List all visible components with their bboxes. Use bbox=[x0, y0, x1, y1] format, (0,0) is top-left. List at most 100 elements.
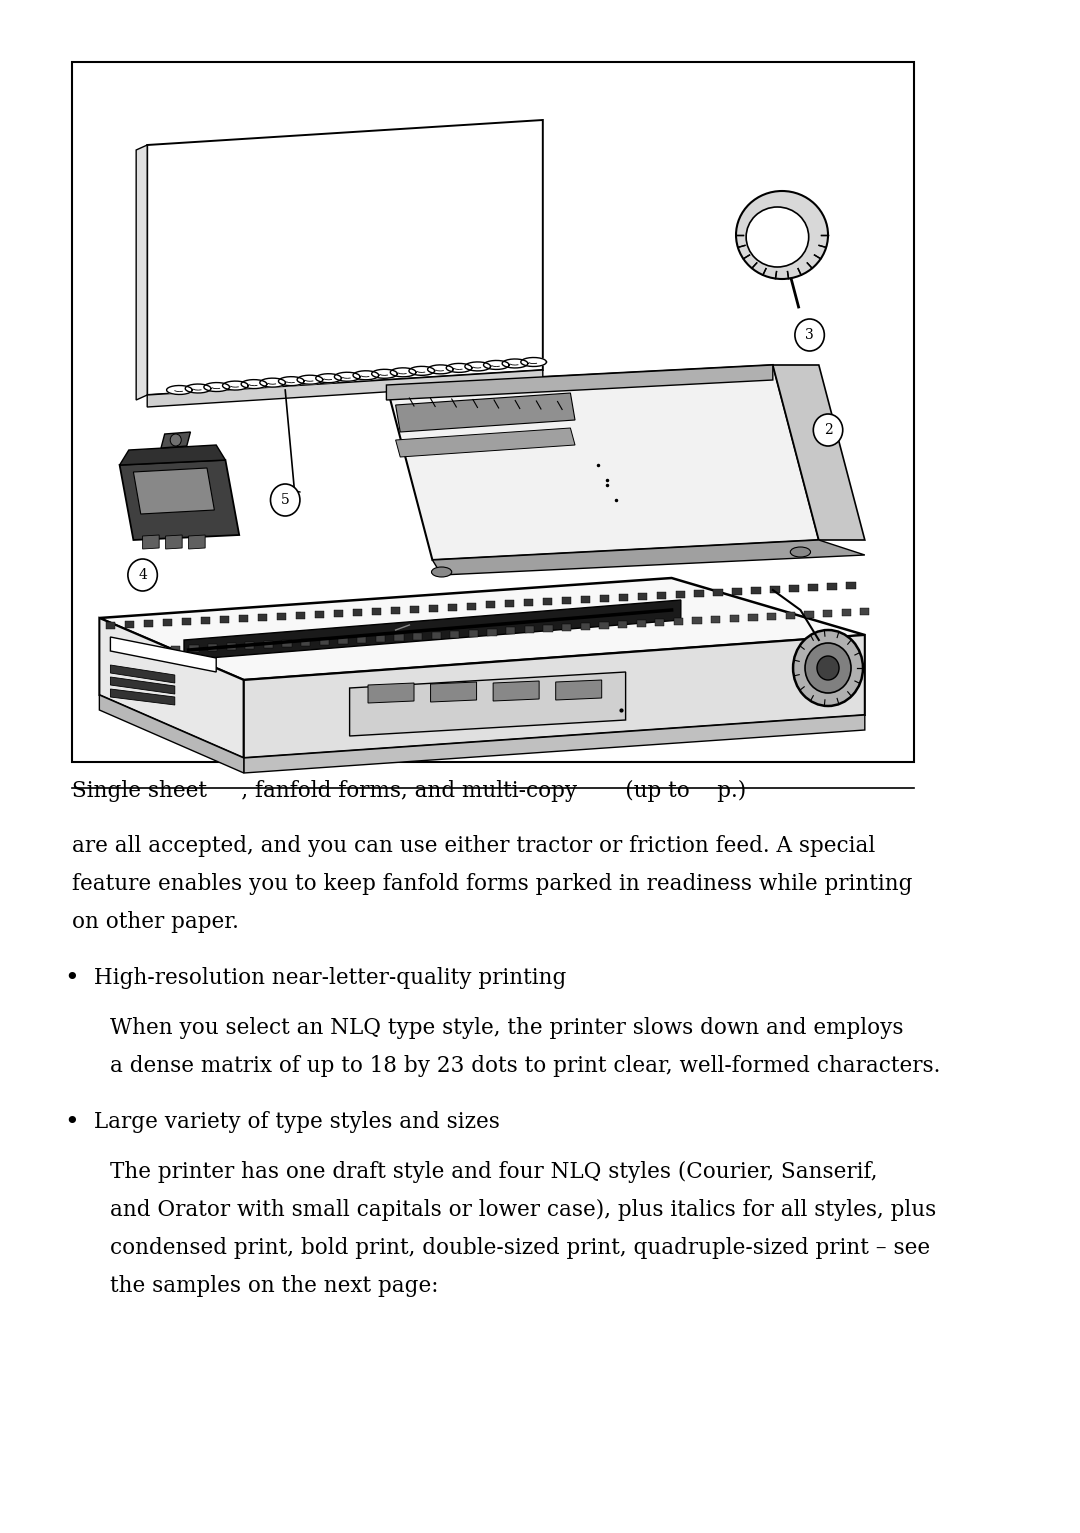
Polygon shape bbox=[556, 681, 602, 701]
Bar bbox=[106, 622, 114, 629]
Bar bbox=[694, 590, 704, 598]
Bar bbox=[504, 601, 514, 607]
Text: 2: 2 bbox=[824, 423, 833, 437]
Polygon shape bbox=[431, 682, 476, 702]
Bar bbox=[413, 633, 422, 639]
Bar bbox=[636, 621, 646, 627]
Bar bbox=[320, 638, 329, 645]
Bar bbox=[314, 610, 324, 618]
Circle shape bbox=[816, 656, 839, 681]
Bar bbox=[301, 639, 310, 645]
Polygon shape bbox=[241, 380, 267, 388]
Text: a dense matrix of up to 18 by 23 dots to print clear, well-formed characters.: a dense matrix of up to 18 by 23 dots to… bbox=[110, 1055, 941, 1078]
Bar bbox=[618, 621, 627, 629]
Bar bbox=[714, 589, 723, 596]
Polygon shape bbox=[99, 618, 244, 757]
Bar bbox=[599, 595, 609, 602]
Bar bbox=[409, 606, 419, 613]
Polygon shape bbox=[110, 678, 175, 694]
Bar bbox=[599, 622, 608, 630]
Bar bbox=[171, 645, 180, 653]
Bar bbox=[543, 625, 553, 633]
Bar bbox=[711, 616, 720, 624]
Bar bbox=[227, 642, 235, 650]
Polygon shape bbox=[494, 681, 539, 701]
Bar bbox=[152, 647, 161, 655]
Polygon shape bbox=[222, 382, 248, 389]
Polygon shape bbox=[372, 369, 397, 379]
Polygon shape bbox=[161, 432, 190, 448]
Bar bbox=[357, 636, 366, 642]
Bar bbox=[562, 598, 570, 604]
Text: Large variety of type styles and sizes: Large variety of type styles and sizes bbox=[94, 1111, 500, 1133]
Text: and Orator with small capitals or lower case), plus italics for all styles, plus: and Orator with small capitals or lower … bbox=[110, 1199, 936, 1222]
Polygon shape bbox=[244, 635, 865, 757]
Bar bbox=[656, 619, 664, 627]
Polygon shape bbox=[350, 671, 625, 736]
Polygon shape bbox=[110, 688, 175, 705]
Bar bbox=[675, 592, 685, 598]
Polygon shape bbox=[428, 365, 454, 374]
Polygon shape bbox=[147, 120, 543, 396]
Bar bbox=[258, 613, 267, 621]
Bar bbox=[163, 619, 172, 625]
Text: 4: 4 bbox=[138, 569, 147, 583]
Bar bbox=[542, 598, 552, 606]
Circle shape bbox=[171, 434, 181, 446]
Bar bbox=[208, 644, 217, 652]
Bar bbox=[245, 642, 255, 648]
Bar bbox=[581, 596, 590, 604]
Polygon shape bbox=[353, 371, 379, 380]
Text: condensed print, bold print, double-sized print, quadruple-sized print – see: condensed print, bold print, double-size… bbox=[110, 1237, 931, 1259]
Polygon shape bbox=[773, 365, 865, 540]
Text: The printer has one draft style and four NLQ styles (Courier, Sanserif,: The printer has one draft style and four… bbox=[110, 1160, 878, 1183]
Bar bbox=[748, 615, 757, 621]
Bar bbox=[353, 609, 362, 616]
Ellipse shape bbox=[791, 547, 811, 556]
Polygon shape bbox=[260, 379, 285, 388]
Bar bbox=[486, 601, 495, 609]
Polygon shape bbox=[390, 368, 416, 377]
Text: 3: 3 bbox=[806, 328, 814, 342]
Polygon shape bbox=[186, 385, 211, 392]
Bar bbox=[447, 604, 457, 610]
Bar bbox=[219, 616, 229, 622]
Bar bbox=[467, 602, 476, 610]
Bar bbox=[450, 630, 459, 638]
Bar bbox=[767, 613, 777, 621]
Polygon shape bbox=[502, 359, 528, 368]
Bar bbox=[789, 586, 798, 592]
Ellipse shape bbox=[432, 567, 451, 576]
Bar bbox=[432, 632, 441, 639]
Polygon shape bbox=[134, 468, 214, 514]
Polygon shape bbox=[368, 684, 414, 704]
Bar bbox=[429, 604, 437, 612]
Polygon shape bbox=[99, 578, 865, 681]
Bar bbox=[201, 616, 210, 624]
Bar bbox=[847, 583, 855, 589]
Bar bbox=[752, 587, 760, 595]
Bar bbox=[507, 627, 515, 635]
Polygon shape bbox=[521, 357, 546, 366]
Bar bbox=[125, 621, 134, 629]
Polygon shape bbox=[120, 445, 226, 464]
Ellipse shape bbox=[735, 192, 828, 279]
Polygon shape bbox=[120, 460, 239, 540]
Bar bbox=[805, 612, 813, 618]
Text: feature enables you to keep fanfold forms parked in readiness while printing: feature enables you to keep fanfold form… bbox=[71, 872, 913, 895]
Bar bbox=[264, 641, 273, 648]
Bar bbox=[181, 618, 191, 625]
Bar bbox=[732, 589, 742, 595]
Bar bbox=[581, 624, 590, 630]
Polygon shape bbox=[143, 535, 159, 549]
Circle shape bbox=[813, 414, 842, 446]
Bar bbox=[730, 615, 739, 622]
Polygon shape bbox=[409, 366, 434, 376]
Text: •: • bbox=[65, 967, 79, 990]
Bar bbox=[189, 645, 199, 652]
Bar bbox=[657, 592, 665, 599]
Bar bbox=[637, 593, 647, 601]
Circle shape bbox=[793, 630, 863, 707]
Bar bbox=[391, 607, 400, 613]
Text: the samples on the next page:: the samples on the next page: bbox=[110, 1275, 438, 1297]
